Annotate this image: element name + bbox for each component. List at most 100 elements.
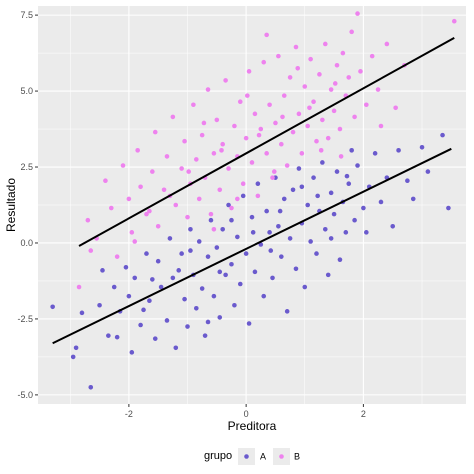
legend-title: grupo [204,450,232,462]
data-point-b [85,217,91,223]
legend-marker-b [279,454,284,459]
data-point-b [126,196,132,202]
data-point-a [255,181,261,187]
data-point-a [237,281,243,287]
data-point-a [211,293,217,299]
x-axis: -2 0 2 [125,404,366,419]
data-point-a [170,275,176,281]
data-point-a [305,202,310,208]
data-point-a [328,236,334,241]
data-point-b [302,84,308,89]
data-point-a [355,163,360,168]
data-point-b [299,151,305,156]
data-point-b [196,196,202,202]
data-point-a [179,251,184,256]
y-tick-label: 5.0 [20,86,33,96]
data-point-a [361,205,366,211]
data-point-b [214,117,220,123]
data-point-b [264,151,269,156]
data-point-b [296,111,302,117]
data-point-a [217,315,223,320]
legend-label-b: B [294,452,300,462]
data-point-b [322,41,328,47]
data-point-b [150,169,155,174]
data-point-a [188,248,193,253]
data-point-b [194,157,199,162]
data-point-a [88,384,94,390]
data-point-a [173,345,179,351]
data-point-a [188,227,193,232]
fit-line-a [52,147,452,345]
data-point-a [346,181,352,187]
data-point-b [223,78,228,83]
data-point-b [108,205,114,211]
data-point-b [290,129,296,135]
data-point-b [235,196,240,202]
data-point-b [267,102,272,108]
data-point-b [211,151,217,156]
data-point-a [246,321,252,326]
data-point-b [232,123,237,129]
data-point-a [70,354,76,360]
legend-label-a: A [260,452,266,462]
data-point-a [123,264,129,270]
data-point-b [314,138,319,144]
data-point-b [226,166,231,171]
data-point-b [205,87,211,92]
data-point-a [205,254,211,259]
data-point-a [261,293,267,299]
data-point-b [264,32,269,38]
data-point-b [308,56,313,62]
data-point-a [111,284,117,290]
data-point-b [199,132,205,138]
data-point-b [173,202,179,208]
x-tick-label: 0 [244,409,249,419]
data-point-b [155,223,161,229]
data-point-b [220,141,225,147]
data-point-a [352,217,357,223]
data-point-b [237,99,243,105]
grid-minor [38,6,466,404]
data-point-b [307,105,312,111]
data-point-b [349,29,354,35]
data-point-a [196,239,202,244]
data-point-a [334,169,340,174]
y-tick-label: -5.0 [17,390,33,400]
y-tick-label: 7.5 [20,10,33,20]
data-point-b [147,208,152,214]
data-point-b [161,187,167,193]
data-point-a [152,336,158,341]
data-point-a [144,251,149,256]
data-point-b [103,178,108,183]
data-point-b [219,148,224,153]
data-point-a [311,175,316,180]
data-point-a [446,205,451,211]
data-point-a [296,166,302,171]
data-point-b [132,239,138,244]
data-point-a [194,305,199,311]
data-point-b [273,120,278,126]
data-point-a [158,284,164,290]
data-point-a [199,286,205,291]
data-point-a [132,275,138,281]
data-point-b [295,65,301,71]
data-point-b [346,75,352,80]
data-point-a [235,234,240,240]
data-point-b [352,114,357,120]
data-point-b [252,111,258,117]
fit-lines-layer [52,37,455,345]
data-point-b [317,72,322,77]
data-point-b [185,214,190,220]
data-point-a [270,275,275,281]
data-point-b [211,227,217,232]
data-point-a [240,193,246,199]
data-point-a [250,230,256,235]
y-tick-label: 0.0 [20,238,33,248]
data-point-a [299,184,305,190]
x-tick-label: -2 [125,409,133,419]
data-point-a [277,208,283,214]
data-point-b [355,11,360,16]
data-point-a [150,277,155,282]
data-point-a [344,173,350,179]
